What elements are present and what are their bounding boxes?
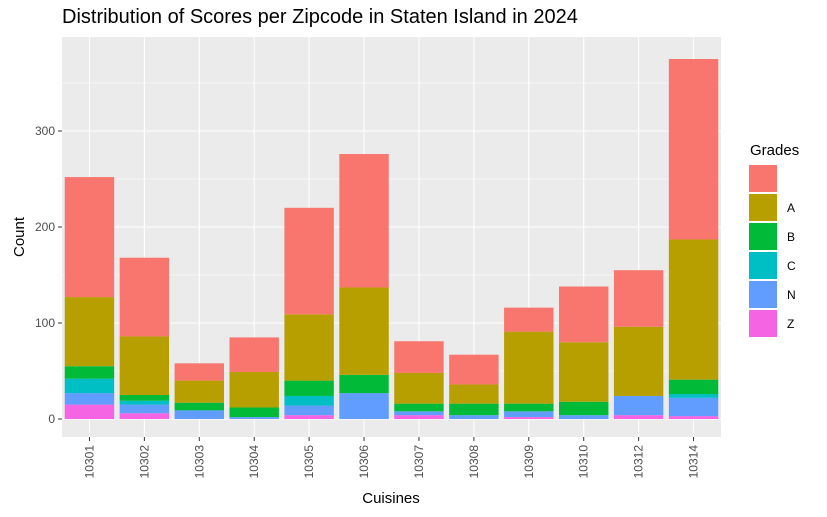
legend-key-B bbox=[749, 223, 777, 250]
bar-segment-10304-A bbox=[229, 371, 279, 408]
y-tick-label: 100 bbox=[35, 316, 55, 330]
bar-segment-10302-Z bbox=[119, 413, 170, 419]
legend-label: B bbox=[787, 230, 795, 244]
bar-segment-10304-N bbox=[229, 417, 279, 419]
bar-segment-10309-B bbox=[504, 403, 554, 412]
legend-key-blank bbox=[749, 165, 777, 192]
bar-segment-10303-A bbox=[174, 380, 225, 403]
x-tick-label: 10310 bbox=[577, 445, 591, 479]
bar-segment-10305-C bbox=[284, 395, 334, 406]
bar-segment-10308-N bbox=[449, 415, 499, 419]
bar-segment-10305-A bbox=[284, 314, 334, 381]
legend-title: Grades bbox=[750, 142, 799, 159]
bar-segment-10304-B bbox=[229, 407, 279, 418]
bar-segment-10301-A bbox=[64, 297, 115, 367]
bar-segment-10303-blank bbox=[174, 363, 225, 381]
x-tick-label: 10314 bbox=[687, 445, 701, 479]
chart-title: Distribution of Scores per Zipcode in St… bbox=[62, 6, 578, 28]
bar-segment-10308-blank bbox=[449, 354, 499, 385]
bar-segment-10304-blank bbox=[229, 337, 279, 372]
bar-segment-10308-A bbox=[449, 384, 499, 404]
bar-segment-10303-N bbox=[174, 410, 225, 419]
bar-segment-10309-A bbox=[504, 331, 554, 404]
bar-segment-10307-N bbox=[394, 411, 444, 416]
bar-segment-10306-A bbox=[339, 287, 389, 375]
bar-segment-10302-blank bbox=[119, 257, 170, 337]
bar-segment-10314-Z bbox=[668, 416, 719, 419]
bar-segment-10307-blank bbox=[394, 341, 444, 373]
legend-key-A bbox=[749, 194, 777, 221]
legend-key-C bbox=[749, 252, 777, 279]
bar-segment-10301-N bbox=[64, 393, 115, 405]
bar-segment-10301-Z bbox=[64, 404, 115, 419]
bar-segment-10305-N bbox=[284, 405, 334, 416]
bar-segment-10307-B bbox=[394, 403, 444, 412]
legend-key-N bbox=[749, 281, 777, 308]
x-tick-label: 10304 bbox=[247, 445, 261, 479]
plot-panel bbox=[62, 37, 721, 437]
bar-segment-10314-blank bbox=[668, 59, 719, 240]
y-tick-label: 300 bbox=[35, 124, 55, 138]
bar-segment-10312-N bbox=[613, 395, 664, 416]
legend-label: Z bbox=[787, 317, 794, 331]
bar-segment-10305-B bbox=[284, 380, 334, 396]
bar-segment-10302-N bbox=[119, 404, 170, 414]
bar-segment-10302-C bbox=[119, 400, 170, 405]
bar-segment-10310-B bbox=[558, 401, 609, 416]
bar-segment-10309-N bbox=[504, 411, 554, 418]
x-tick-label: 10302 bbox=[137, 445, 151, 479]
bar-segment-10309-Z bbox=[504, 417, 554, 419]
x-tick-label: 10303 bbox=[192, 445, 206, 479]
bar-segment-10301-blank bbox=[64, 177, 115, 298]
bar-segment-10302-B bbox=[119, 395, 170, 401]
x-tick-label: 10306 bbox=[357, 445, 371, 479]
x-axis-title: Cuisines bbox=[362, 490, 420, 507]
y-axis-title: Count bbox=[11, 216, 28, 257]
bar-segment-10301-B bbox=[64, 366, 115, 379]
bar-segment-10306-N bbox=[339, 393, 389, 419]
bar-segment-10310-N bbox=[558, 415, 609, 419]
x-tick-label: 10309 bbox=[522, 445, 536, 479]
bar-segment-10314-A bbox=[668, 239, 719, 380]
x-tick-label: 10307 bbox=[412, 445, 426, 479]
bar-segment-10302-A bbox=[119, 336, 170, 395]
bar-segment-10301-C bbox=[64, 378, 115, 394]
bar-segment-10312-blank bbox=[613, 270, 664, 327]
x-tick-label: 10312 bbox=[632, 445, 646, 479]
bars-group bbox=[64, 59, 719, 419]
x-tick-label: 10301 bbox=[82, 445, 96, 479]
y-tick-label: 200 bbox=[35, 220, 55, 234]
bar-segment-10312-A bbox=[613, 326, 664, 396]
bar-segment-10314-B bbox=[668, 379, 719, 395]
bar-segment-10305-Z bbox=[284, 415, 334, 419]
bar-segment-10314-N bbox=[668, 397, 719, 417]
bar-segment-10306-B bbox=[339, 374, 389, 394]
bar-segment-10307-A bbox=[394, 372, 444, 404]
y-axis-ticks: 0 100 200 300 bbox=[35, 124, 62, 426]
legend: Grades A B C N Z bbox=[749, 142, 799, 337]
bar-segment-10306-blank bbox=[339, 154, 389, 288]
bar-segment-10314-C bbox=[668, 394, 719, 398]
legend-label: N bbox=[787, 288, 796, 302]
x-axis-ticks: 10301 10302 10303 10304 10305 10306 10307 10308… bbox=[82, 437, 701, 479]
bar-segment-10307-Z bbox=[394, 415, 444, 419]
bar-segment-10309-blank bbox=[504, 307, 554, 332]
bar-segment-10308-B bbox=[449, 403, 499, 416]
legend-label: C bbox=[787, 259, 796, 273]
bar-segment-10305-blank bbox=[284, 207, 334, 315]
bar-segment-10310-blank bbox=[558, 286, 609, 343]
x-tick-label: 10308 bbox=[467, 445, 481, 479]
bar-segment-10303-B bbox=[174, 402, 225, 411]
legend-key-Z bbox=[749, 310, 777, 337]
bar-segment-10310-A bbox=[558, 342, 609, 402]
legend-label: A bbox=[787, 201, 795, 215]
y-tick-label: 0 bbox=[48, 412, 55, 426]
bar-segment-10312-Z bbox=[613, 415, 664, 419]
x-tick-label: 10305 bbox=[302, 445, 316, 479]
